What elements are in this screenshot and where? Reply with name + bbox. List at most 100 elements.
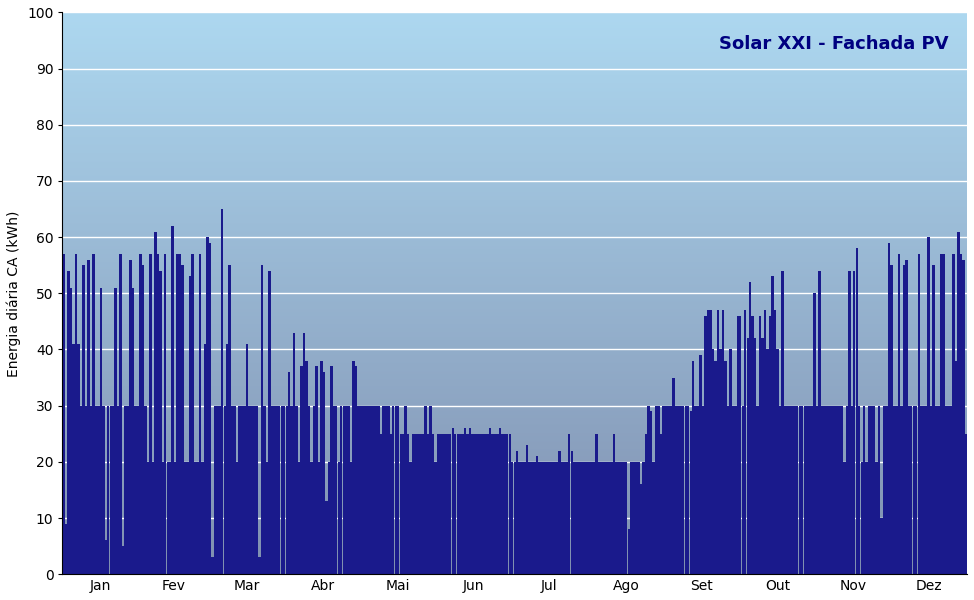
Bar xyxy=(271,406,273,574)
Bar xyxy=(229,265,231,574)
Bar xyxy=(659,434,662,574)
Bar xyxy=(873,406,876,574)
Bar xyxy=(318,462,320,574)
Bar xyxy=(625,462,627,574)
Bar xyxy=(484,434,486,574)
Bar xyxy=(80,406,82,574)
Bar xyxy=(632,462,635,574)
Bar xyxy=(697,406,699,574)
Bar xyxy=(372,406,375,574)
Bar xyxy=(139,254,141,574)
Bar xyxy=(655,406,657,574)
Bar xyxy=(348,406,350,574)
Bar xyxy=(399,434,402,574)
Bar xyxy=(571,451,573,574)
Bar xyxy=(734,406,736,574)
Bar xyxy=(427,434,430,574)
Bar xyxy=(850,406,853,574)
Bar xyxy=(241,406,244,574)
Bar xyxy=(266,462,268,574)
Bar xyxy=(640,484,642,574)
Bar xyxy=(467,434,468,574)
Bar xyxy=(930,406,932,574)
Bar xyxy=(142,265,144,574)
Bar xyxy=(345,406,348,574)
Bar xyxy=(858,406,860,574)
Bar xyxy=(831,406,833,574)
Bar xyxy=(955,361,957,574)
Bar xyxy=(550,462,553,574)
Bar xyxy=(677,406,680,574)
Bar xyxy=(582,462,585,574)
Bar xyxy=(650,411,653,574)
Bar xyxy=(699,355,702,574)
Bar xyxy=(521,462,523,574)
Bar xyxy=(887,243,890,574)
Bar xyxy=(281,406,283,574)
Bar xyxy=(610,462,613,574)
Bar xyxy=(127,406,130,574)
Bar xyxy=(457,434,459,574)
Bar xyxy=(131,288,134,574)
Bar xyxy=(964,434,967,574)
Bar xyxy=(486,434,489,574)
Bar xyxy=(479,434,481,574)
Bar xyxy=(402,434,404,574)
Bar xyxy=(244,406,245,574)
Bar xyxy=(853,271,855,574)
Bar xyxy=(414,434,417,574)
Bar xyxy=(768,316,771,574)
Bar xyxy=(630,462,632,574)
Bar xyxy=(545,462,548,574)
Bar xyxy=(325,501,327,574)
Bar xyxy=(377,406,380,574)
Bar xyxy=(613,434,615,574)
Bar xyxy=(866,462,868,574)
Bar xyxy=(757,406,759,574)
Bar xyxy=(754,338,757,574)
Bar xyxy=(97,406,99,574)
Bar xyxy=(370,406,372,574)
Text: Solar XXI - Fachada PV: Solar XXI - Fachada PV xyxy=(720,35,949,53)
Bar xyxy=(169,462,171,574)
Bar xyxy=(839,406,841,574)
Bar xyxy=(239,406,241,574)
Bar xyxy=(685,406,687,574)
Bar xyxy=(667,406,669,574)
Bar xyxy=(541,462,543,574)
Bar xyxy=(365,406,367,574)
Bar xyxy=(449,434,452,574)
Bar xyxy=(251,406,253,574)
Bar xyxy=(234,406,236,574)
Bar xyxy=(578,462,581,574)
Bar xyxy=(741,406,744,574)
Bar xyxy=(826,406,828,574)
Bar xyxy=(174,462,176,574)
Bar xyxy=(481,434,484,574)
Bar xyxy=(789,406,791,574)
Bar xyxy=(462,434,464,574)
Bar xyxy=(645,434,648,574)
Bar xyxy=(397,406,399,574)
Bar xyxy=(957,232,959,574)
Bar xyxy=(876,462,878,574)
Bar xyxy=(736,316,739,574)
Bar xyxy=(746,338,749,574)
Bar xyxy=(330,367,332,574)
Bar xyxy=(340,406,343,574)
Bar xyxy=(937,406,940,574)
Bar xyxy=(558,451,561,574)
Bar xyxy=(913,406,915,574)
Bar xyxy=(935,406,937,574)
Bar xyxy=(362,406,364,574)
Bar xyxy=(144,406,147,574)
Bar xyxy=(208,243,211,574)
Bar xyxy=(563,462,566,574)
Bar xyxy=(447,434,449,574)
Bar xyxy=(308,406,310,574)
Bar xyxy=(707,310,709,574)
Bar xyxy=(263,406,266,574)
Bar xyxy=(694,406,696,574)
Bar xyxy=(375,406,377,574)
Bar xyxy=(293,332,295,574)
